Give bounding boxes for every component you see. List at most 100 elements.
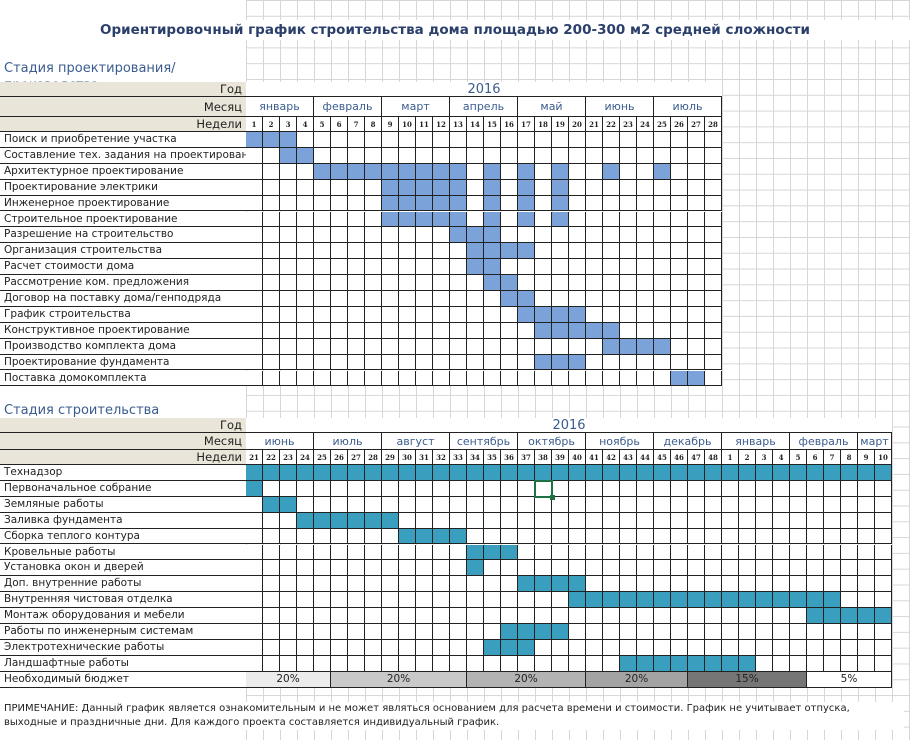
gantt-cell-filled[interactable] [535, 306, 552, 323]
gantt-cell[interactable] [875, 560, 892, 577]
gantt-cell[interactable] [399, 306, 416, 323]
gantt-cell[interactable] [841, 655, 858, 672]
gantt-cell[interactable] [824, 576, 841, 593]
gantt-cell[interactable] [756, 512, 773, 529]
gantt-cell[interactable] [399, 338, 416, 355]
gantt-cell[interactable] [416, 639, 433, 656]
gantt-cell[interactable] [297, 132, 314, 148]
gantt-cell[interactable] [382, 243, 399, 260]
gantt-cell[interactable] [280, 354, 297, 371]
gantt-cell[interactable] [314, 608, 331, 624]
gantt-cell[interactable] [654, 275, 671, 291]
gantt-cell[interactable] [416, 370, 433, 387]
gantt-cell-filled[interactable] [280, 147, 297, 164]
gantt-cell[interactable] [535, 243, 552, 260]
gantt-cell-filled[interactable] [841, 608, 858, 624]
gantt-cell[interactable] [705, 639, 722, 656]
gantt-cell-filled[interactable] [518, 576, 535, 593]
gantt-cell[interactable] [654, 496, 671, 513]
gantt-cell[interactable] [433, 576, 450, 593]
gantt-cell-filled[interactable] [552, 179, 569, 196]
gantt-cell[interactable] [314, 624, 331, 640]
gantt-cell[interactable] [552, 655, 569, 672]
gantt-cell[interactable] [620, 275, 637, 291]
gantt-cell[interactable] [654, 179, 671, 196]
gantt-cell[interactable] [314, 528, 331, 545]
gantt-cell[interactable] [382, 354, 399, 371]
gantt-cell[interactable] [552, 275, 569, 291]
gantt-cell[interactable] [246, 227, 263, 244]
gantt-cell[interactable] [637, 639, 654, 656]
gantt-cell[interactable] [297, 624, 314, 640]
gantt-cell[interactable] [246, 576, 263, 593]
gantt-cell[interactable] [654, 512, 671, 529]
gantt-cell[interactable] [501, 163, 518, 180]
gantt-cell[interactable] [501, 259, 518, 276]
gantt-cell[interactable] [450, 275, 467, 291]
gantt-cell[interactable] [314, 496, 331, 513]
gantt-cell-filled[interactable] [824, 592, 841, 609]
gantt-cell[interactable] [433, 512, 450, 529]
gantt-cell[interactable] [246, 259, 263, 276]
gantt-cell[interactable] [535, 275, 552, 291]
gantt-cell[interactable] [756, 624, 773, 640]
gantt-cell[interactable] [688, 528, 705, 545]
gantt-cell[interactable] [382, 624, 399, 640]
gantt-cell[interactable] [365, 592, 382, 609]
gantt-cell[interactable] [467, 496, 484, 513]
gantt-cell[interactable] [552, 480, 569, 497]
gantt-cell[interactable] [501, 227, 518, 244]
gantt-cell[interactable] [246, 163, 263, 180]
gantt-cell[interactable] [756, 528, 773, 545]
gantt-cell[interactable] [314, 560, 331, 577]
gantt-cell[interactable] [620, 354, 637, 371]
gantt-cell[interactable] [790, 576, 807, 593]
gantt-cell[interactable] [688, 243, 705, 260]
gantt-cell-filled[interactable] [433, 211, 450, 228]
gantt-cell[interactable] [246, 306, 263, 323]
gantt-cell-filled[interactable] [654, 592, 671, 609]
gantt-cell[interactable] [705, 354, 722, 371]
gantt-cell[interactable] [280, 211, 297, 228]
gantt-cell[interactable] [450, 132, 467, 148]
gantt-cell-filled[interactable] [858, 465, 875, 481]
gantt-cell-filled[interactable] [348, 465, 365, 481]
gantt-cell[interactable] [280, 512, 297, 529]
gantt-cell[interactable] [688, 354, 705, 371]
gantt-cell-filled[interactable] [518, 163, 535, 180]
gantt-cell[interactable] [382, 608, 399, 624]
gantt-cell[interactable] [314, 639, 331, 656]
gantt-cell[interactable] [297, 608, 314, 624]
gantt-cell[interactable] [348, 370, 365, 387]
gantt-cell[interactable] [552, 592, 569, 609]
gantt-cell-filled[interactable] [637, 465, 654, 481]
gantt-cell[interactable] [875, 576, 892, 593]
gantt-cell[interactable] [790, 608, 807, 624]
gantt-cell-filled[interactable] [399, 163, 416, 180]
gantt-cell[interactable] [501, 370, 518, 387]
gantt-cell[interactable] [399, 624, 416, 640]
gantt-cell[interactable] [705, 608, 722, 624]
gantt-cell[interactable] [331, 370, 348, 387]
gantt-cell[interactable] [416, 512, 433, 529]
gantt-cell[interactable] [773, 512, 790, 529]
gantt-cell[interactable] [450, 512, 467, 529]
gantt-cell[interactable] [739, 496, 756, 513]
gantt-cell[interactable] [399, 576, 416, 593]
gantt-cell[interactable] [280, 195, 297, 212]
gantt-cell-filled[interactable] [535, 624, 552, 640]
gantt-cell[interactable] [331, 544, 348, 561]
gantt-cell[interactable] [586, 608, 603, 624]
gantt-cell[interactable] [348, 354, 365, 371]
gantt-cell[interactable] [620, 132, 637, 148]
gantt-cell[interactable] [620, 624, 637, 640]
gantt-cell-filled[interactable] [484, 179, 501, 196]
gantt-cell[interactable] [280, 338, 297, 355]
gantt-cell[interactable] [637, 354, 654, 371]
gantt-cell-filled[interactable] [535, 576, 552, 593]
gantt-cell[interactable] [569, 132, 586, 148]
gantt-cell[interactable] [671, 291, 688, 307]
gantt-cell-filled[interactable] [875, 465, 892, 481]
gantt-cell[interactable] [705, 624, 722, 640]
gantt-cell[interactable] [365, 147, 382, 164]
